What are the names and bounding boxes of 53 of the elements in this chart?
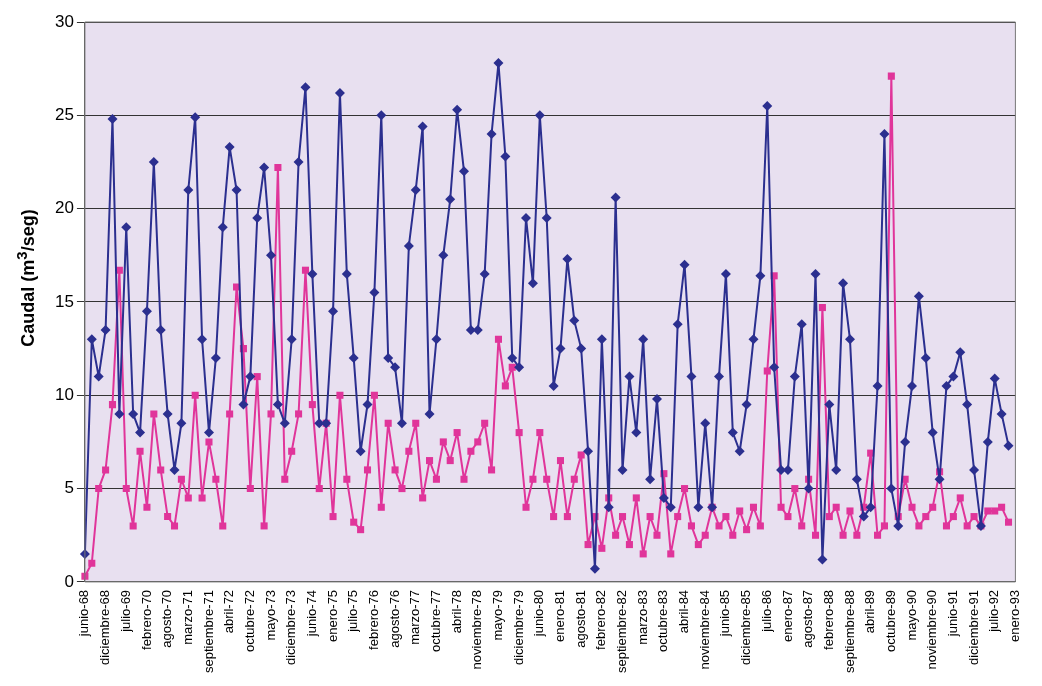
x-tick-label: abril-78 xyxy=(448,589,464,634)
x-tick-label: julio-69 xyxy=(117,589,133,633)
x-tick-label: noviembre-90 xyxy=(924,589,940,670)
x-tick-label: julio-86 xyxy=(758,589,774,633)
y-tick-label: 25 xyxy=(54,105,74,124)
x-tick-label: junio-85 xyxy=(717,589,733,638)
x-tick-label: marzo-83 xyxy=(634,589,650,645)
x-tick-label: enero-93 xyxy=(1006,589,1022,642)
x-tick-label: junio-74 xyxy=(303,589,319,638)
y-tick-label: 5 xyxy=(64,478,74,498)
x-tick-label: mayo-79 xyxy=(490,589,506,641)
x-tick-label: abril-89 xyxy=(862,589,878,634)
x-tick-label: enero-75 xyxy=(324,589,340,642)
x-tick-label: agosto-70 xyxy=(159,589,175,648)
x-tick-label: septiembre-82 xyxy=(614,589,630,674)
x-tick-label: octubre-89 xyxy=(882,589,898,653)
x-tick-label: junio-68 xyxy=(76,589,92,638)
x-tick-label: enero-87 xyxy=(779,589,795,642)
x-tick-label: junio-80 xyxy=(531,589,547,638)
x-tick-label: diciembre-73 xyxy=(283,589,299,666)
x-tick-label: noviembre-84 xyxy=(696,589,712,670)
x-tick-label: julio-75 xyxy=(345,589,361,633)
x-tick-label: febrero-82 xyxy=(593,589,609,650)
x-tick-label: julio-92 xyxy=(986,589,1002,633)
x-tick-label: febrero-70 xyxy=(138,589,154,650)
x-tick-label: marzo-71 xyxy=(179,589,195,645)
x-tick-label: diciembre-85 xyxy=(738,589,754,666)
x-tick-label: agosto-87 xyxy=(800,589,816,648)
x-tick-label: enero-81 xyxy=(552,589,568,642)
x-tick-label: octubre-83 xyxy=(655,589,671,653)
x-tick-label: abril-84 xyxy=(676,589,692,634)
y-tick-label: 0 xyxy=(64,571,74,591)
x-tick-label: septiembre-71 xyxy=(200,589,216,674)
x-tick-label: mayo-90 xyxy=(903,589,919,641)
x-tick-label: septiembre-88 xyxy=(841,589,857,674)
x-tick-label: agosto-81 xyxy=(572,589,588,648)
y-tick-label: 30 xyxy=(54,11,74,31)
x-tick-label: junio-91 xyxy=(944,589,960,638)
y-tick-label: 10 xyxy=(54,384,74,404)
x-tick-label: octubre-77 xyxy=(428,589,444,653)
x-tick-label: noviembre-78 xyxy=(469,589,485,670)
y-tick-label: 15 xyxy=(54,291,74,311)
x-tick-label: diciembre-79 xyxy=(510,589,526,666)
x-tick-label: diciembre-91 xyxy=(965,589,981,666)
x-tick-label: marzo-77 xyxy=(407,589,423,645)
x-tick-label: octubre-72 xyxy=(241,589,257,653)
x-tick-label: diciembre-68 xyxy=(97,589,113,666)
y-tick-label: 20 xyxy=(54,198,74,218)
x-tick-label: febrero-76 xyxy=(365,589,381,650)
x-tick-label: agosto-76 xyxy=(386,589,402,648)
x-tick-label: mayo-73 xyxy=(262,589,278,641)
x-tick-label: abril-72 xyxy=(221,589,237,634)
x-tick-label: febrero-88 xyxy=(820,589,836,650)
